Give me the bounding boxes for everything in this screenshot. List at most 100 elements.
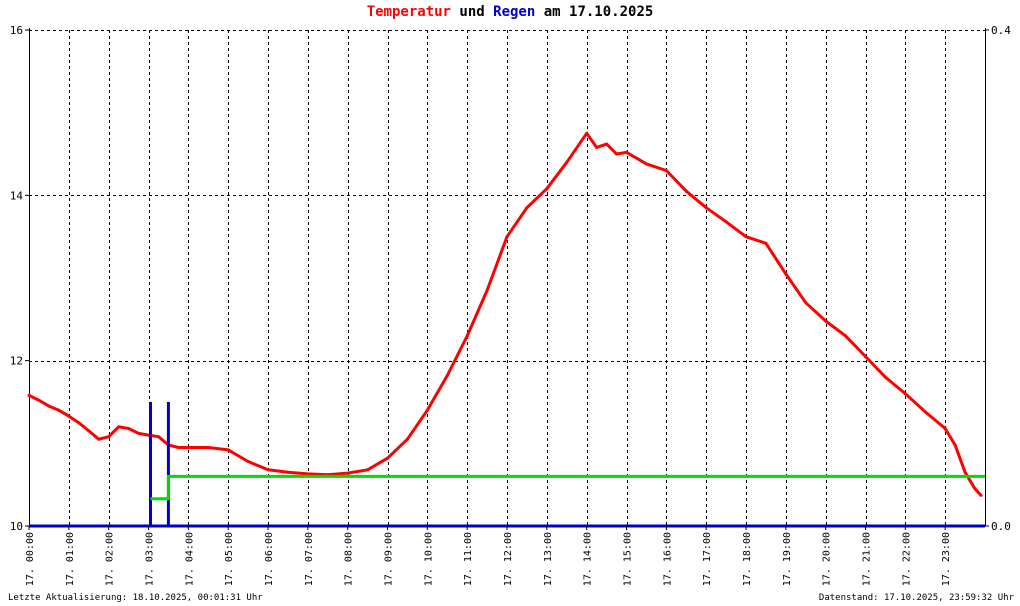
temperature-point bbox=[67, 414, 71, 418]
chart-title: Temperatur und Regen am 17.10.2025 bbox=[0, 4, 1020, 20]
temperature-point bbox=[744, 235, 748, 239]
x-tick-label: 17. 19:00 bbox=[782, 532, 793, 586]
temperature-point bbox=[465, 334, 469, 338]
temperature-point bbox=[644, 162, 648, 166]
temperature-point bbox=[226, 448, 230, 452]
x-tick-label: 17. 01:00 bbox=[65, 532, 76, 586]
temperature-point bbox=[405, 437, 409, 441]
temperature-point bbox=[246, 460, 250, 463]
y-right-tick-label: 0.0 bbox=[991, 520, 1011, 533]
temperature-point bbox=[545, 187, 549, 191]
temperature-point bbox=[824, 319, 828, 323]
temperature-point bbox=[157, 435, 160, 439]
title-date: am 17.10.2025 bbox=[535, 4, 654, 20]
temperature-point bbox=[595, 145, 599, 149]
temperature-point bbox=[386, 456, 389, 460]
temperature-point bbox=[704, 206, 708, 210]
x-tick-label: 17. 17:00 bbox=[702, 532, 713, 586]
x-tick-label: 17. 14:00 bbox=[583, 532, 594, 586]
x-tick-label: 17. 16:00 bbox=[662, 532, 673, 586]
temperature-point bbox=[883, 375, 887, 379]
temperature-point bbox=[923, 410, 927, 414]
temperature-point bbox=[979, 493, 983, 497]
title-and: und bbox=[450, 4, 494, 20]
temperature-point bbox=[27, 393, 31, 397]
rain-sum-line bbox=[150, 474, 985, 501]
x-tick-label: 17. 20:00 bbox=[822, 532, 833, 586]
temperature-point bbox=[973, 487, 977, 491]
y-right-tick-label: 0.4 bbox=[991, 24, 1011, 37]
temperature-point bbox=[206, 446, 210, 449]
temperature-point bbox=[37, 398, 41, 402]
grid bbox=[29, 30, 985, 526]
temperature-point bbox=[844, 334, 848, 338]
temperature-point bbox=[97, 437, 101, 441]
y-left-tick-label: 14 bbox=[10, 189, 24, 202]
temperature-point bbox=[286, 470, 290, 474]
temperature-point bbox=[565, 160, 569, 164]
x-tick-label: 17. 10:00 bbox=[423, 532, 434, 586]
axes bbox=[25, 28, 989, 530]
x-tick-label: 17. 15:00 bbox=[622, 532, 633, 586]
temperature-point bbox=[425, 408, 429, 412]
temperature-point bbox=[137, 431, 140, 435]
data-status-text: Datenstand: 17.10.2025, 23:59:32 Uhr bbox=[818, 593, 1014, 603]
temperature-point bbox=[77, 421, 81, 425]
temperature-point bbox=[864, 355, 867, 358]
temperature-point bbox=[176, 446, 180, 449]
x-tick-label: 17. 05:00 bbox=[224, 532, 235, 586]
temperature-point bbox=[625, 150, 628, 154]
temperature-point bbox=[585, 131, 589, 135]
temperature-point bbox=[445, 374, 449, 377]
series bbox=[27, 131, 985, 526]
y-left-tick-label: 12 bbox=[10, 355, 23, 368]
x-tick-label: 17. 21:00 bbox=[861, 532, 872, 586]
temperature-point bbox=[784, 272, 788, 276]
x-tick-label: 17. 04:00 bbox=[184, 532, 195, 586]
temperature-point bbox=[47, 404, 51, 408]
x-tick-label: 17. 13:00 bbox=[543, 532, 554, 586]
temperature-point bbox=[107, 435, 111, 439]
temperature-point bbox=[605, 142, 609, 146]
x-tick-label: 17. 09:00 bbox=[383, 532, 394, 586]
y-left-tick-label: 16 bbox=[10, 24, 23, 37]
temperature-point bbox=[764, 241, 768, 245]
title-temperature: Temperatur bbox=[366, 4, 451, 20]
temperature-point bbox=[266, 468, 270, 472]
temperature-point bbox=[87, 429, 91, 433]
last-update-text: Letzte Aktualisierung: 18.10.2025, 00:01… bbox=[8, 593, 263, 603]
temperature-point bbox=[664, 169, 668, 172]
x-tick-label: 17. 03:00 bbox=[144, 532, 155, 586]
x-tick-label: 17. 12:00 bbox=[503, 532, 514, 586]
temperature-point bbox=[306, 472, 310, 476]
x-tick-label: 17. 11:00 bbox=[463, 532, 474, 586]
temperature-point bbox=[615, 152, 618, 156]
x-tick-label: 17. 02:00 bbox=[105, 532, 116, 586]
x-tick-label: 17. 00:00 bbox=[25, 532, 36, 586]
temperature-point bbox=[117, 425, 121, 429]
temperature-point bbox=[127, 427, 131, 430]
temperature-point bbox=[525, 206, 529, 210]
temperature-point bbox=[346, 471, 350, 475]
title-rain: Regen bbox=[493, 4, 536, 20]
temperature-point bbox=[943, 427, 947, 430]
temperature-point bbox=[366, 468, 370, 472]
temperature-point bbox=[963, 470, 967, 474]
x-tick-label: 17. 18:00 bbox=[742, 532, 753, 586]
x-tick-label: 17. 22:00 bbox=[901, 532, 912, 586]
temperature-point bbox=[57, 408, 61, 412]
x-tick-label: 17. 07:00 bbox=[304, 532, 315, 586]
temperature-point bbox=[485, 288, 489, 292]
x-tick-label: 17. 08:00 bbox=[344, 532, 355, 586]
temperature-point bbox=[684, 189, 688, 193]
temperature-point bbox=[804, 301, 808, 305]
x-tick-label: 17. 23:00 bbox=[941, 532, 952, 586]
temperature-point bbox=[505, 235, 509, 239]
temperature-point bbox=[724, 220, 728, 224]
temperature-point bbox=[903, 392, 907, 396]
tick-labels: 10 12 14 16 0.0 0.4 17. 00:00 17. 01:00 17. 02:0… bbox=[10, 24, 1011, 586]
temperature-point bbox=[953, 443, 957, 447]
x-tick-label: 17. 06:00 bbox=[264, 532, 275, 586]
temperature-point bbox=[186, 446, 190, 449]
